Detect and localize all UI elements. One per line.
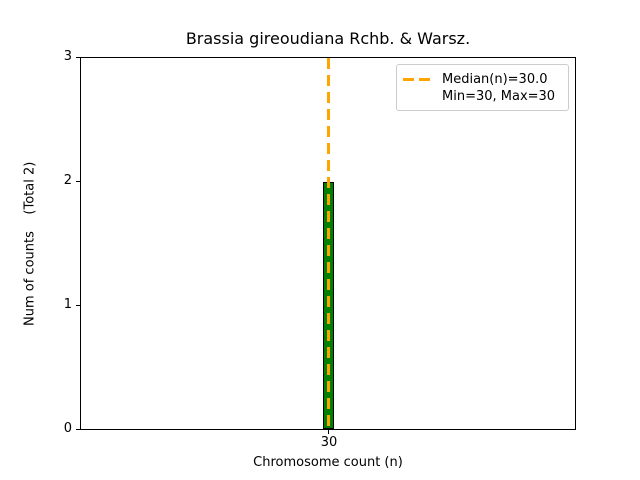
y-tick-mark-1 <box>76 305 80 306</box>
x-tick-label-30: 30 <box>320 435 338 450</box>
x-axis-label: Chromosome count (n) <box>253 455 403 470</box>
y-tick-label-2: 2 <box>63 173 72 188</box>
legend-minmax-label: Min=30, Max=30 <box>442 89 556 104</box>
median-line <box>327 58 330 429</box>
y-tick-label-3: 3 <box>63 49 72 64</box>
y-tick-label-0: 0 <box>63 421 72 436</box>
chart-title: Brassia gireoudiana Rchb. & Warsz. <box>185 29 471 48</box>
y-axis-label: Num of counts (Total 2) <box>22 161 38 326</box>
plot-area: Median(n)=30.0 Min=30, Max=30 <box>80 57 576 430</box>
x-tick-mark-30 <box>328 430 329 434</box>
y-tick-label-1: 1 <box>63 297 72 312</box>
legend-row-median: Median(n)=30.0 <box>403 71 560 88</box>
legend: Median(n)=30.0 Min=30, Max=30 <box>396 64 569 111</box>
y-tick-mark-2 <box>76 181 80 182</box>
y-tick-mark-3 <box>76 57 80 58</box>
legend-median-label: Median(n)=30.0 <box>442 72 548 87</box>
legend-row-minmax: Min=30, Max=30 <box>403 88 560 105</box>
legend-sample-spacer <box>403 95 430 98</box>
y-tick-mark-0 <box>76 429 80 430</box>
dashed-line-icon <box>403 78 430 81</box>
